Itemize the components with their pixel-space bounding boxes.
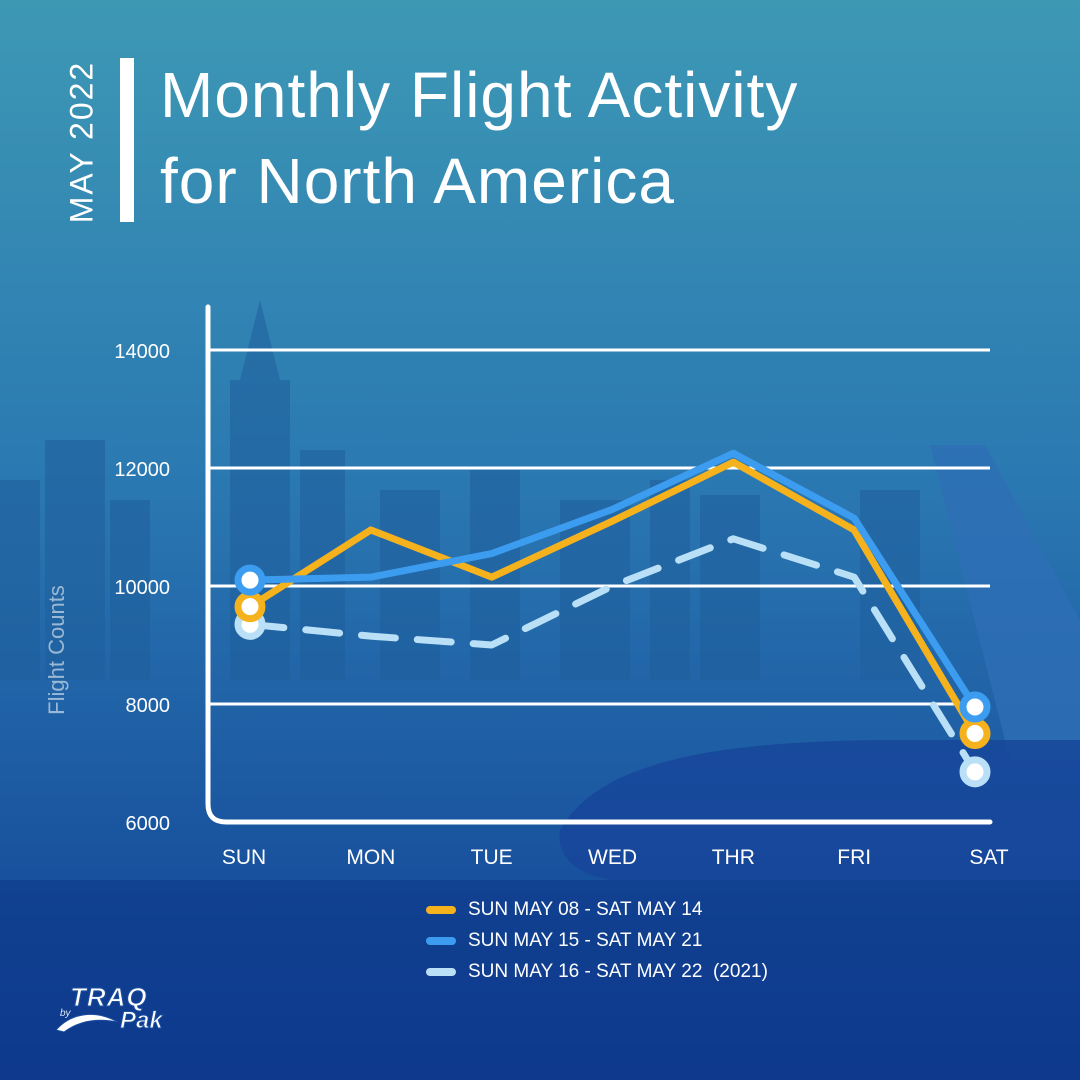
page-title: Monthly Flight Activity for North Americ… xyxy=(160,52,798,224)
x-tick-label: MON xyxy=(346,846,395,869)
x-tick-label: SUN xyxy=(222,846,266,869)
title-accent-bar xyxy=(120,58,134,222)
legend-label: SUN MAY 16 - SAT MAY 22 (2021) xyxy=(468,960,768,982)
data-point-marker xyxy=(959,691,991,723)
logo-text-by: by xyxy=(60,1008,71,1019)
wing-icon xyxy=(55,1013,119,1033)
legend-label: SUN MAY 08 - SAT MAY 14 xyxy=(468,898,703,920)
y-tick-label: 12000 xyxy=(114,459,170,481)
title-line-2: for North America xyxy=(160,145,675,217)
aircraft-body xyxy=(559,740,1080,880)
legend-swatch xyxy=(426,936,456,945)
series-line xyxy=(246,458,979,737)
y-tick-label: 8000 xyxy=(126,695,171,717)
x-tick-label: FRI xyxy=(837,846,871,869)
legend-swatch xyxy=(426,967,456,976)
data-point-marker xyxy=(959,718,991,749)
legend-label: SUN MAY 15 - SAT MAY 21 xyxy=(468,929,703,951)
legend-swatch xyxy=(426,905,456,914)
legend-item: SUN MAY 15 - SAT MAY 21 xyxy=(426,925,768,956)
data-point-marker xyxy=(234,564,266,596)
legend-item: SUN MAY 08 - SAT MAY 14 xyxy=(426,894,768,925)
logo-text-top: TRAQ xyxy=(70,982,148,1013)
x-tick-label: THR xyxy=(712,846,755,869)
x-tick-label: WED xyxy=(588,846,637,869)
y-tick-label: 6000 xyxy=(126,813,171,835)
chart-legend: SUN MAY 08 - SAT MAY 14 SUN MAY 15 - SAT… xyxy=(426,894,768,987)
y-tick-label: 10000 xyxy=(114,577,170,599)
legend-item: SUN MAY 16 - SAT MAY 22 (2021) xyxy=(426,956,768,987)
title-line-1: Monthly Flight Activity xyxy=(160,59,799,131)
series-line xyxy=(246,535,979,776)
series-line xyxy=(246,449,979,711)
y-tick-label: 14000 xyxy=(114,341,170,363)
traqpak-logo: TRAQ by Pak xyxy=(52,982,182,1042)
data-point-marker xyxy=(234,591,266,623)
axis-line xyxy=(205,304,993,825)
data-point-marker xyxy=(959,756,991,788)
x-tick-label: SAT xyxy=(969,846,1008,869)
tail-fin xyxy=(930,445,1080,760)
logo-text-bottom: Pak xyxy=(120,1007,164,1035)
x-tick-label: TUE xyxy=(471,846,513,869)
